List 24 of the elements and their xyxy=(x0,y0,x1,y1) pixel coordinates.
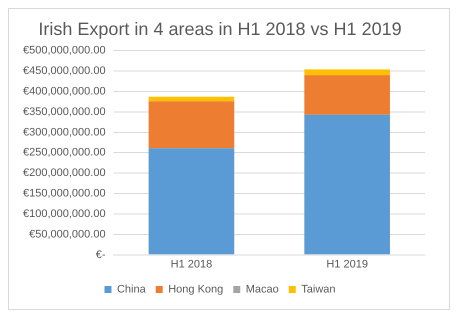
legend-label: Macao xyxy=(246,284,279,296)
y-tick-label: €100,000,000.00 xyxy=(22,208,106,220)
y-tick-label: €250,000,000.00 xyxy=(22,146,106,159)
bar xyxy=(304,69,390,76)
y-tick-label: €450,000,000.00 xyxy=(22,65,106,78)
legend-label: China xyxy=(116,284,147,296)
bar xyxy=(304,114,390,254)
y-tick-label: €500,000,000.00 xyxy=(22,44,106,57)
y-tick-label: €200,000,000.00 xyxy=(22,167,106,180)
chart-title: Irish Export in 4 areas in H1 2018 vs H1 2019 xyxy=(38,18,402,39)
y-tick-label: €300,000,000.00 xyxy=(22,126,106,138)
y-tick-label: €150,000,000.00 xyxy=(22,188,106,200)
x-tick-label: H1 2019 xyxy=(326,258,368,270)
bar xyxy=(148,101,234,148)
y-tick-label: €50,000,000.00 xyxy=(29,228,106,240)
legend-label: Taiwan xyxy=(301,284,336,296)
x-tick-label: H1 2018 xyxy=(170,258,212,270)
y-tick-label: €350,000,000.00 xyxy=(22,106,106,118)
bar xyxy=(148,96,234,102)
legend-label: Hong Kong xyxy=(168,284,224,296)
bar xyxy=(148,148,234,254)
y-tick-label: €- xyxy=(96,248,106,261)
bar xyxy=(304,75,390,115)
y-tick-label: €400,000,000.00 xyxy=(22,85,106,98)
